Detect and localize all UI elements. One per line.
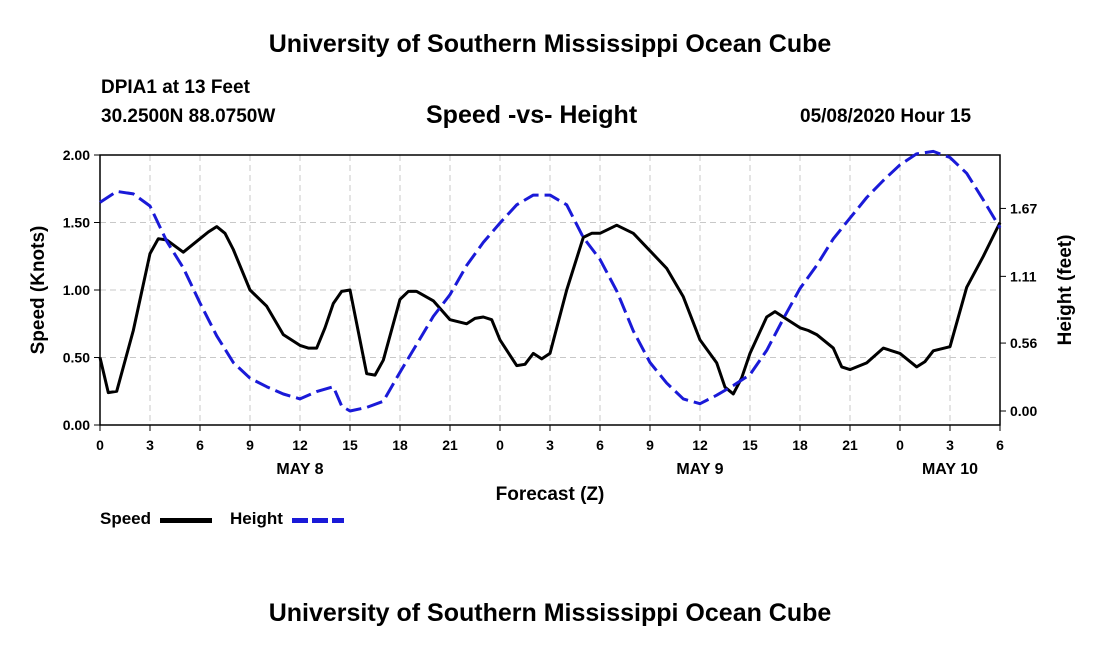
legend-height-label: Height bbox=[230, 509, 283, 528]
x-tick-label: 15 bbox=[342, 437, 358, 453]
page-title: University of Southern Mississippi Ocean… bbox=[268, 30, 832, 58]
x-tick-label: 0 bbox=[496, 437, 504, 453]
footer-title: University of Southern Mississippi Ocean… bbox=[268, 599, 832, 627]
x-tick-label: 6 bbox=[196, 437, 204, 453]
x-tick-label: 18 bbox=[792, 437, 808, 453]
x-tick-label: 3 bbox=[946, 437, 954, 453]
x-axis-label: Forecast (Z) bbox=[496, 484, 605, 505]
y2-axis-label: Height (feet) bbox=[1055, 235, 1076, 346]
axes bbox=[94, 154, 1006, 431]
legend-height-swatch bbox=[292, 518, 344, 523]
y-tick-label: 1.50 bbox=[63, 215, 90, 231]
legend-speed-label: Speed bbox=[100, 509, 152, 528]
y2-tick-label: 1.11 bbox=[1010, 268, 1037, 284]
y2-tick-label: 0.00 bbox=[1010, 403, 1037, 419]
x-tick-label: 0 bbox=[896, 437, 904, 453]
y-tick-label: 0.50 bbox=[63, 350, 90, 366]
coordinates-label: 30.2500N 88.0750W bbox=[101, 106, 276, 127]
y-tick-label: 1.00 bbox=[63, 282, 90, 298]
plot-frame bbox=[99, 154, 1001, 426]
x-tick-label: 9 bbox=[646, 437, 654, 453]
date-label: MAY 8 bbox=[276, 461, 323, 478]
legend-speed-swatch bbox=[160, 518, 212, 523]
y2-tick-label: 1.67 bbox=[1010, 200, 1037, 216]
x-tick-label: 18 bbox=[392, 437, 408, 453]
date-label: MAY 10 bbox=[922, 461, 978, 478]
x-tick-label: 15 bbox=[742, 437, 758, 453]
forecast-datetime: 05/08/2020 Hour 15 bbox=[800, 106, 972, 127]
date-label: MAY 9 bbox=[676, 461, 723, 478]
x-tick-label: 21 bbox=[842, 437, 858, 453]
x-tick-label: 12 bbox=[692, 437, 708, 453]
y-tick-label: 0.00 bbox=[63, 417, 90, 433]
x-tick-label: 3 bbox=[146, 437, 154, 453]
x-tick-label: 6 bbox=[596, 437, 604, 453]
x-tick-label: 9 bbox=[246, 437, 254, 453]
chart-title: Speed -vs- Height bbox=[426, 101, 638, 129]
y-tick-label: 2.00 bbox=[63, 147, 90, 163]
y-axis-label: Speed (Knots) bbox=[28, 226, 49, 355]
x-tick-label: 3 bbox=[546, 437, 554, 453]
height-series-line bbox=[99, 149, 1002, 413]
speed-series-line bbox=[98, 221, 1002, 396]
station-label: DPIA1 at 13 Feet bbox=[101, 77, 250, 98]
tick-labels: 0 3 6 9 12 15 18 21 0 3 6 9 12 15 18 21 0 3 6 0.00 0.50 1.00 1… bbox=[63, 147, 1038, 478]
series bbox=[98, 149, 1002, 413]
y2-tick-label: 0.56 bbox=[1010, 335, 1037, 351]
x-tick-label: 0 bbox=[96, 437, 104, 453]
x-tick-label: 21 bbox=[442, 437, 458, 453]
x-tick-label: 6 bbox=[996, 437, 1004, 453]
x-tick-label: 12 bbox=[292, 437, 308, 453]
